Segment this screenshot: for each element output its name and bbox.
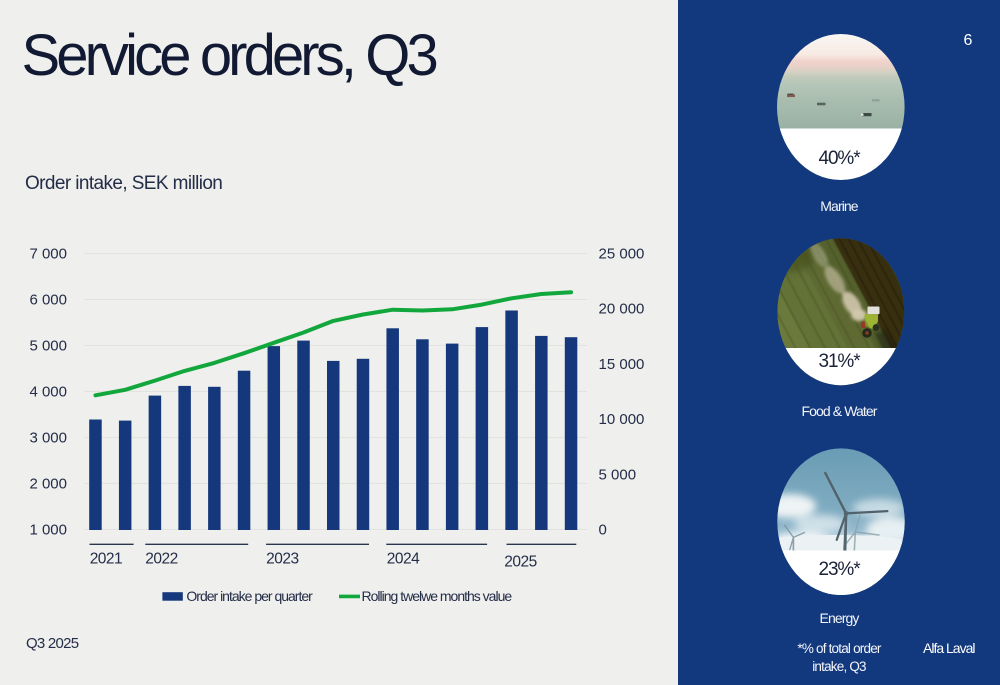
- svg-text:4 000: 4 000: [29, 384, 67, 401]
- svg-text:0: 0: [599, 522, 607, 539]
- svg-text:1 000: 1 000: [29, 522, 67, 539]
- svg-text:6 000: 6 000: [29, 292, 67, 309]
- svg-text:2 000: 2 000: [29, 476, 67, 493]
- svg-text:3 000: 3 000: [29, 430, 67, 447]
- svg-text:Order intake per quarter: Order intake per quarter: [186, 588, 313, 604]
- svg-text:Rolling twelwe months value: Rolling twelwe months value: [362, 588, 513, 604]
- svg-text:7 000: 7 000: [29, 246, 67, 263]
- svg-text:20 000: 20 000: [599, 301, 645, 318]
- svg-text:2025: 2025: [504, 554, 536, 571]
- svg-text:15 000: 15 000: [599, 356, 645, 373]
- svg-text:25 000: 25 000: [599, 245, 645, 262]
- svg-text:5 000: 5 000: [599, 466, 637, 483]
- svg-text:10 000: 10 000: [599, 411, 645, 428]
- svg-text:2023: 2023: [266, 550, 298, 567]
- svg-text:5 000: 5 000: [29, 338, 67, 355]
- svg-text:2021: 2021: [90, 550, 122, 567]
- svg-text:2024: 2024: [387, 550, 420, 567]
- svg-text:2022: 2022: [145, 550, 177, 567]
